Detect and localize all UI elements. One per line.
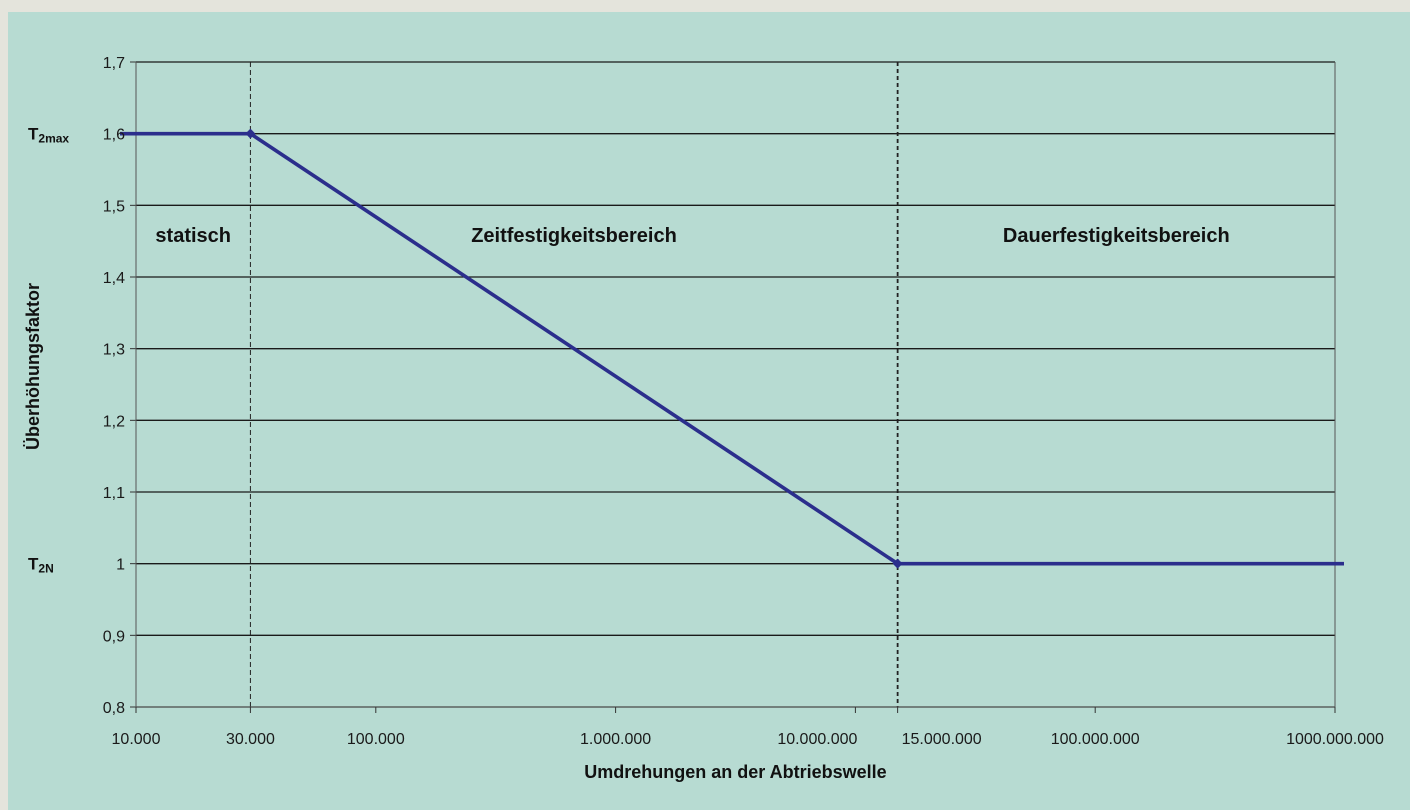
x-tick-label: 100.000.000 bbox=[1051, 731, 1140, 748]
y-annotation-label: T2max bbox=[28, 125, 69, 146]
y-tick-label: 1,5 bbox=[103, 198, 125, 215]
x-tick-label: 30.000 bbox=[226, 731, 275, 748]
x-tick-label: 15.000.000 bbox=[902, 731, 982, 748]
y-annotation-main: T bbox=[28, 555, 39, 574]
y-tick-label: 1,2 bbox=[103, 413, 125, 430]
y-annotation-label: T2N bbox=[28, 555, 54, 576]
y-tick-label: 1,6 bbox=[103, 127, 125, 144]
region-label: statisch bbox=[155, 225, 231, 247]
y-tick-label: 1,7 bbox=[103, 55, 125, 72]
y-axis-title: Überhöhungsfaktor bbox=[23, 283, 43, 450]
chart-panel: 1,7 1,6 1,5 1,4 1,3 1,2 1,1 1 0,9 0,8 10.000 30.000… bbox=[8, 12, 1410, 810]
region-label: Zeitfestigkeitsbereich bbox=[471, 225, 677, 247]
x-tick-label: 1000.000.000 bbox=[1286, 731, 1384, 748]
region-label: Dauerfestigkeitsbereich bbox=[1003, 225, 1230, 247]
y-annotation-main: T bbox=[28, 125, 39, 144]
x-axis-title: Umdrehungen an der Abtriebswelle bbox=[584, 762, 886, 782]
series-line bbox=[120, 131, 1344, 566]
y-tick-label: 1,1 bbox=[103, 485, 125, 502]
y-tick-label: 1,3 bbox=[103, 342, 125, 359]
data-point-marker bbox=[245, 128, 256, 139]
label-layer: 1,7 1,6 1,5 1,4 1,3 1,2 1,1 1 0,9 0,8 10.000 30.000… bbox=[28, 55, 1384, 748]
data-point-marker bbox=[892, 558, 903, 569]
x-tick-label: 100.000 bbox=[347, 731, 405, 748]
y-tick-label: 0,8 bbox=[103, 700, 125, 717]
y-tick-label: 1 bbox=[116, 557, 125, 574]
y-annotation-sub: 2N bbox=[38, 562, 53, 576]
series-layer bbox=[120, 128, 1344, 569]
y-annotation-sub: 2max bbox=[38, 132, 69, 146]
x-tick-label: 10.000 bbox=[112, 731, 161, 748]
y-tick-label: 1,4 bbox=[103, 270, 125, 287]
x-tick-label: 1.000.000 bbox=[580, 731, 651, 748]
y-tick-label: 0,9 bbox=[103, 628, 125, 645]
axis-layer bbox=[130, 61, 1336, 713]
vline-layer bbox=[249, 62, 899, 707]
grid-layer bbox=[136, 61, 1335, 708]
x-tick-label: 10.000.000 bbox=[777, 731, 857, 748]
line-chart: 1,7 1,6 1,5 1,4 1,3 1,2 1,1 1 0,9 0,8 10.000 30.000… bbox=[23, 55, 1384, 782]
